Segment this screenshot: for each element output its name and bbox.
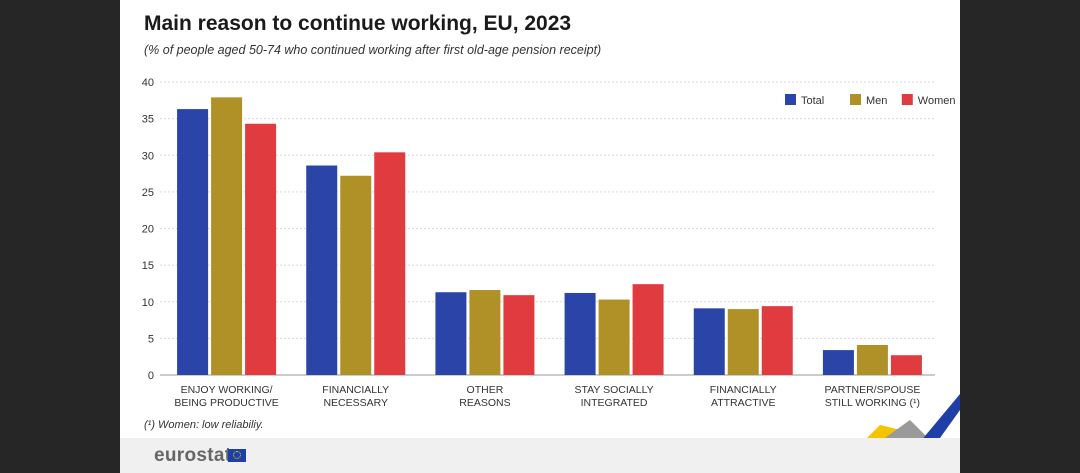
legend: Total Men Women [785,94,956,107]
y-tick-label: 25 [142,187,154,199]
bar-total [177,109,209,375]
y-tick-label: 5 [148,333,154,345]
x-tick-label: STAY SOCIALLY INTEGRATED [574,384,653,409]
bar-total [306,165,338,375]
y-tick-label: 40 [142,77,154,89]
bar-women [503,295,535,375]
x-tick-label: FINANCIALLY NECESSARY [322,384,389,409]
chart-subtitle: (% of people aged 50-74 who continued wo… [144,43,602,57]
y-tick-label: 0 [148,370,154,382]
bars [177,97,922,375]
bar-women [245,123,277,375]
legend-swatch [850,94,861,105]
y-tick-label: 35 [142,114,154,126]
bar-men [727,309,759,375]
bar-women [890,355,922,375]
bar-total [693,308,725,375]
y-tick-label: 15 [142,260,154,272]
legend-label: Men [866,95,887,107]
bar-total [435,292,467,375]
chart-title: Main reason to continue working, EU, 202… [144,12,572,35]
page: Main reason to continue working, EU, 202… [120,0,960,473]
legend-label: Women [918,95,956,107]
bar-men [211,97,243,375]
legend-swatch [901,94,913,105]
x-tick-label: PARTNER/SPOUSE STILL WORKING (¹) [824,384,920,409]
footer: eurostat [120,438,960,473]
bar-men [469,290,501,375]
bar-men [340,175,372,375]
eurostat-logo: eurostat [154,445,232,466]
legend-label: Total [801,95,824,107]
eu-flag-icon [228,449,246,462]
bar-women [761,306,793,375]
y-tick-label: 30 [142,150,154,162]
x-tick-label: OTHER REASONS [459,384,510,409]
y-tick-label: 10 [142,297,154,309]
x-tick-label: FINANCIALLY ATTRACTIVE [710,384,777,409]
bar-chart: 0 5 10 15 20 25 30 35 40 ENJOY WORKING/BEING PRO… [142,77,956,409]
bar-men [856,344,888,375]
y-axis-ticks: 0 5 10 15 20 25 30 35 40 [142,77,154,382]
bar-women [632,284,664,375]
legend-swatch [785,94,796,105]
x-axis-labels: ENJOY WORKING/BEING PRODUCTIVE FINANCIALL… [174,384,920,409]
y-tick-label: 20 [142,224,154,236]
footnote: (¹) Women: low reliabiliy. [144,419,264,431]
x-tick-label: ENJOY WORKING/BEING PRODUCTIVE [174,384,278,409]
bar-total [564,292,596,375]
gridlines [160,81,935,376]
bar-total [822,350,854,375]
bar-women [374,152,406,375]
bar-men [598,299,630,375]
